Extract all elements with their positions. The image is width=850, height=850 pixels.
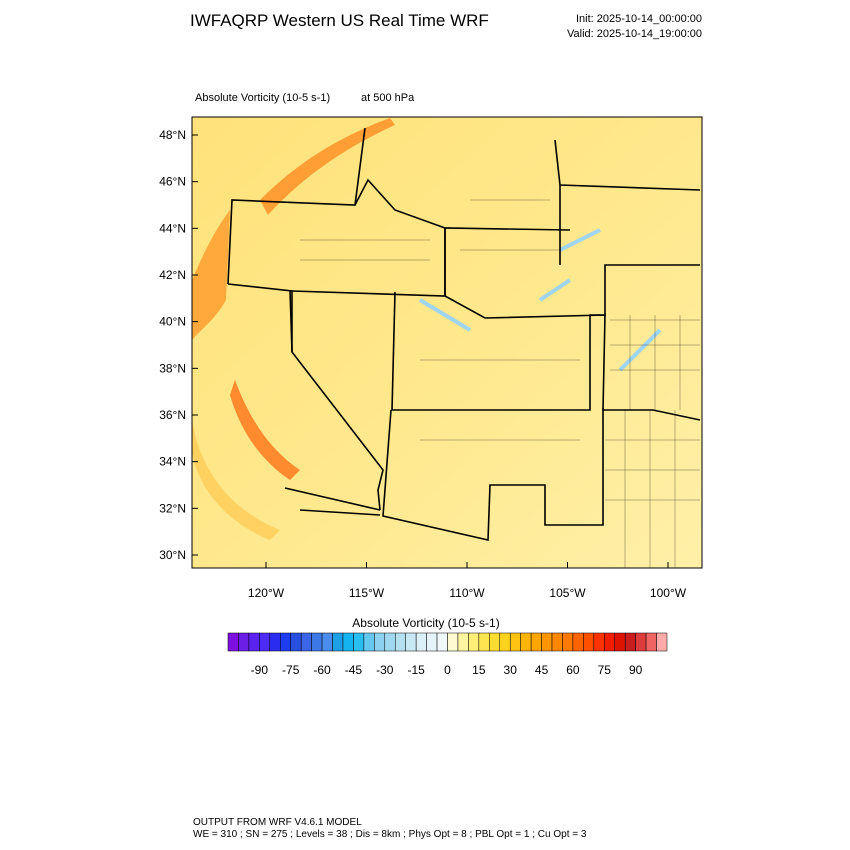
colorbar-box xyxy=(499,632,511,652)
lon-label: 120°W xyxy=(248,586,285,600)
colorbar-label: -60 xyxy=(313,663,331,677)
footer-line: WE = 310 ; SN = 275 ; Levels = 38 ; Dis … xyxy=(193,829,587,840)
colorbar-box xyxy=(311,632,323,652)
lat-label: 42°N xyxy=(159,268,186,282)
colorbar-box xyxy=(635,632,647,652)
colorbar-box xyxy=(530,632,542,652)
lon-label: 115°W xyxy=(349,586,385,600)
lat-label: 48°N xyxy=(159,128,186,142)
colorbar-box xyxy=(280,632,291,652)
colorbar-box xyxy=(604,632,615,652)
colorbar-box xyxy=(656,632,668,652)
colorbar-box xyxy=(509,632,521,652)
colorbar-box xyxy=(645,632,657,652)
colorbar-label: 75 xyxy=(598,663,612,677)
colorbar-box xyxy=(269,632,281,652)
colorbar-box xyxy=(489,632,501,652)
colorbar-box xyxy=(562,632,574,652)
colorbar-box xyxy=(614,632,626,652)
colorbar-box xyxy=(248,632,260,652)
lat-label: 34°N xyxy=(159,455,186,469)
colorbar-label: 30 xyxy=(504,663,518,677)
colorbar-box xyxy=(259,632,271,652)
colorbar-box xyxy=(541,632,553,652)
colorbar-box xyxy=(384,632,396,652)
colorbar-box xyxy=(300,632,312,652)
lat-label: 38°N xyxy=(159,361,186,375)
colorbar-box xyxy=(415,632,427,652)
colorbar-box xyxy=(321,632,333,652)
colorbar-box xyxy=(551,632,563,652)
valid-time: Valid: 2025-10-14_19:00:00 xyxy=(567,28,702,40)
colorbar-box xyxy=(572,632,584,652)
colorbar-box xyxy=(593,632,605,652)
colorbar-box xyxy=(457,632,469,652)
colorbar-box xyxy=(478,632,490,652)
map-plot xyxy=(191,116,703,569)
lon-label: 100°W xyxy=(650,586,687,600)
footer-line: OUTPUT FROM WRF V4.6.1 MODEL xyxy=(193,817,362,828)
colorbar-label: 90 xyxy=(629,663,643,677)
colorbar-box xyxy=(290,632,302,652)
colorbar-box xyxy=(394,632,406,652)
colorbar-box xyxy=(436,632,448,652)
colorbar-label: 15 xyxy=(472,663,486,677)
lat-label: 40°N xyxy=(159,315,186,329)
lon-label: 105°W xyxy=(549,586,586,600)
init-time: Init: 2025-10-14_00:00:00 xyxy=(576,13,702,25)
colorbar-box xyxy=(583,632,595,652)
colorbar-title: Absolute Vorticity (10-5 s-1) xyxy=(352,616,499,630)
lat-label: 32°N xyxy=(159,501,186,515)
field-name: Absolute Vorticity (10-5 s-1) xyxy=(195,92,330,104)
lat-label: 46°N xyxy=(159,175,186,189)
lat-label: 30°N xyxy=(159,548,186,562)
colorbar-box xyxy=(624,632,636,652)
colorbar-box xyxy=(405,632,417,652)
lat-label: 36°N xyxy=(159,408,186,422)
colorbar-label: -30 xyxy=(376,663,394,677)
colorbar-box xyxy=(238,632,250,652)
colorbar-label: -90 xyxy=(251,663,269,677)
colorbar-box xyxy=(353,632,365,652)
colorbar-box xyxy=(426,632,438,652)
colorbar-label: 45 xyxy=(535,663,549,677)
colorbar-box xyxy=(468,632,480,652)
colorbar-box xyxy=(447,632,459,652)
colorbar-box xyxy=(342,632,354,652)
colorbar-label: 60 xyxy=(566,663,580,677)
field-level: at 500 hPa xyxy=(361,92,415,104)
colorbar-box xyxy=(363,632,375,652)
colorbar-label: -15 xyxy=(407,663,425,677)
colorbar-box xyxy=(227,632,239,652)
colorbar-box xyxy=(374,632,386,652)
lat-label: 44°N xyxy=(159,221,186,235)
colorbar-label: -45 xyxy=(345,663,363,677)
colorbar-box xyxy=(332,632,344,652)
lon-label: 110°W xyxy=(449,586,485,600)
colorbar-label: -75 xyxy=(282,663,300,677)
colorbar-box xyxy=(520,632,532,652)
colorbar-label: 0 xyxy=(444,663,451,677)
title: IWFAQRP Western US Real Time WRF xyxy=(190,11,489,30)
